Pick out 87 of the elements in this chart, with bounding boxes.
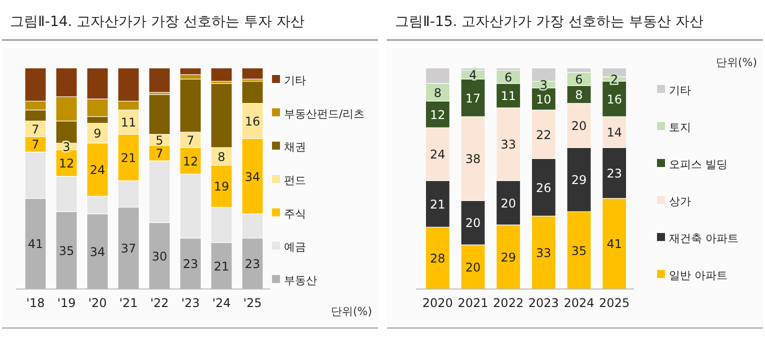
data-label: 23 <box>182 257 198 272</box>
data-label: 26 <box>536 180 552 195</box>
data-label: 6 <box>504 70 512 84</box>
x-tick-label: '19 <box>57 296 76 310</box>
data-label: 8 <box>434 86 442 100</box>
text: 단위(%) <box>330 305 372 318</box>
data-label: 22 <box>536 128 552 142</box>
legend-label: 부동산펀드/리츠 <box>284 107 365 120</box>
legend-label: 오피스 빌딩 <box>669 158 728 171</box>
data-label: 21 <box>214 259 230 274</box>
data-label: 35 <box>58 244 74 258</box>
data-label: 30 <box>152 249 168 264</box>
data-label: 7 <box>32 122 40 136</box>
data-label: 34 <box>90 244 106 259</box>
legend-label: 채권 <box>284 140 306 154</box>
data-label: 23 <box>244 257 260 272</box>
data-label: 11 <box>500 89 516 104</box>
data-label: 4 <box>469 68 477 82</box>
data-label: 16 <box>606 92 622 106</box>
legend-label: 기타 <box>669 84 691 97</box>
data-label: 6 <box>575 72 583 87</box>
x-tick-label: '23 <box>181 296 200 310</box>
legend-label: 토지 <box>669 121 691 134</box>
x-tick-label: '24 <box>212 296 231 310</box>
data-label: 33 <box>536 246 552 260</box>
legend-label: 일반 아파트 <box>669 269 728 282</box>
legend-label: 펀드 <box>284 174 306 187</box>
data-label: 34 <box>244 170 260 184</box>
data-label: 24 <box>90 163 106 178</box>
data-label: 20 <box>465 260 481 274</box>
x-tick-label: 2022 <box>493 296 524 310</box>
chart-title: 그림Ⅱ-15. 고자산가가 가장 선호하는 부동산 자산 <box>395 14 704 30</box>
data-label: 21 <box>430 197 446 212</box>
legend-label: 부동산 <box>284 274 317 287</box>
bar <box>210 68 232 82</box>
data-label: 28 <box>430 252 446 266</box>
data-label: 9 <box>94 126 102 141</box>
x-tick-label: 2023 <box>528 296 559 310</box>
x-tick-label: '21 <box>119 296 138 310</box>
bar <box>148 68 170 93</box>
data-label: 10 <box>536 92 552 106</box>
data-label: 29 <box>571 173 587 188</box>
data-label: 8 <box>575 88 583 102</box>
data-label: 3 <box>62 140 70 154</box>
data-label: 41 <box>606 237 622 252</box>
data-label: 12 <box>430 108 446 122</box>
legend-label: 기타 <box>284 74 306 87</box>
x-tick-label: 2021 <box>458 296 488 310</box>
data-label: 29 <box>500 250 516 264</box>
data-label: 20 <box>571 118 587 133</box>
data-label: 23 <box>606 166 622 180</box>
x-tick-label: '25 <box>243 296 262 310</box>
x-tick-label: 2025 <box>599 296 630 310</box>
data-label: 16 <box>244 114 260 129</box>
data-label: 33 <box>500 138 516 152</box>
data-label: 41 <box>28 237 44 252</box>
legend-label: 재건축 아파트 <box>669 232 738 245</box>
data-label: 3 <box>540 78 548 92</box>
data-label: 12 <box>182 154 198 168</box>
x-tick-label: 2024 <box>564 296 594 310</box>
data-label: 17 <box>465 91 481 106</box>
data-label: 8 <box>218 150 226 164</box>
data-label: 21 <box>120 151 136 166</box>
data-label: 11 <box>120 116 136 130</box>
x-tick-label: '20 <box>88 296 107 310</box>
text: 단위(%) <box>716 56 757 69</box>
data-label: 38 <box>465 152 481 166</box>
data-label: 7 <box>186 133 194 148</box>
x-tick-label: '22 <box>150 296 169 310</box>
data-label: 7 <box>32 138 40 152</box>
data-label: 12 <box>58 156 74 171</box>
x-tick-label: 2020 <box>422 296 453 310</box>
chart-title: 그림Ⅱ-14. 고자산가가 가장 선호하는 투자 자산 <box>10 14 304 30</box>
x-tick-label: '18 <box>26 296 45 310</box>
legend-label: 주식 <box>284 207 306 220</box>
data-label: 14 <box>606 126 622 140</box>
data-label: 20 <box>500 196 516 210</box>
data-label: 5 <box>156 133 164 148</box>
legend-label: 상가 <box>669 195 691 208</box>
bar <box>242 68 264 80</box>
data-label: 24 <box>430 148 446 162</box>
data-label: 7 <box>156 146 164 161</box>
legend-label: 예금 <box>284 240 306 254</box>
data-label: 19 <box>214 180 230 194</box>
data-label: 20 <box>465 216 481 230</box>
data-label: 35 <box>571 244 587 258</box>
data-label: 37 <box>120 242 136 256</box>
